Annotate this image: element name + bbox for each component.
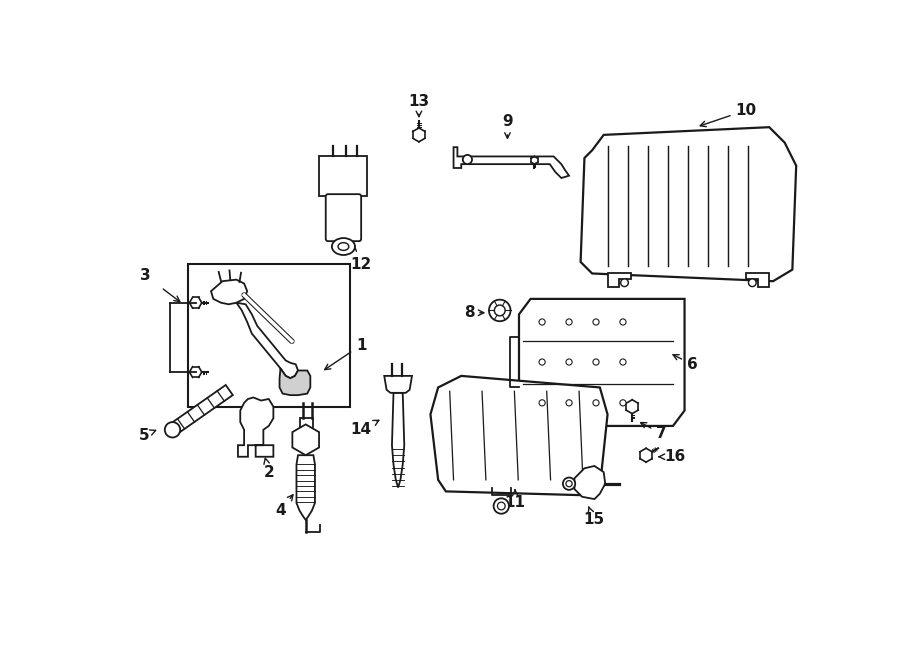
Bar — [319, 156, 366, 197]
Text: 1: 1 — [325, 338, 366, 369]
Ellipse shape — [332, 238, 355, 255]
Polygon shape — [211, 279, 248, 305]
Bar — [188, 264, 349, 406]
Text: 13: 13 — [409, 93, 429, 117]
Text: 5: 5 — [139, 428, 156, 443]
Circle shape — [749, 279, 756, 287]
Circle shape — [463, 155, 472, 164]
Text: 12: 12 — [346, 226, 372, 271]
Polygon shape — [292, 424, 319, 455]
Polygon shape — [169, 385, 233, 435]
Circle shape — [566, 400, 572, 406]
Polygon shape — [280, 368, 310, 395]
Text: 10: 10 — [700, 103, 757, 126]
Polygon shape — [746, 273, 769, 287]
Circle shape — [539, 319, 545, 325]
Polygon shape — [392, 393, 404, 487]
Circle shape — [539, 359, 545, 365]
Circle shape — [498, 502, 505, 510]
Text: 2: 2 — [264, 458, 274, 480]
Text: 8: 8 — [464, 305, 484, 320]
Polygon shape — [384, 376, 412, 393]
Circle shape — [494, 305, 505, 316]
Polygon shape — [608, 273, 631, 287]
Ellipse shape — [338, 243, 349, 250]
Polygon shape — [237, 303, 298, 378]
Circle shape — [566, 481, 572, 487]
Circle shape — [539, 400, 545, 406]
Polygon shape — [574, 466, 605, 499]
Circle shape — [620, 359, 626, 365]
Text: 4: 4 — [275, 495, 293, 518]
FancyBboxPatch shape — [326, 194, 361, 241]
Circle shape — [165, 422, 180, 438]
Text: 3: 3 — [140, 268, 151, 283]
Circle shape — [593, 359, 599, 365]
Circle shape — [566, 359, 572, 365]
Circle shape — [593, 400, 599, 406]
Circle shape — [566, 319, 572, 325]
Circle shape — [620, 319, 626, 325]
Text: 16: 16 — [659, 449, 686, 464]
Circle shape — [593, 319, 599, 325]
Polygon shape — [296, 455, 315, 520]
Text: 11: 11 — [505, 490, 526, 510]
Text: 7: 7 — [641, 422, 667, 441]
Bar — [300, 418, 313, 432]
Circle shape — [489, 300, 510, 321]
Circle shape — [493, 498, 509, 514]
Circle shape — [620, 400, 626, 406]
Polygon shape — [519, 299, 685, 426]
Circle shape — [562, 477, 575, 490]
Polygon shape — [238, 397, 274, 457]
Text: 14: 14 — [351, 420, 379, 438]
Text: 6: 6 — [673, 355, 698, 372]
Polygon shape — [430, 376, 608, 495]
Polygon shape — [580, 127, 796, 281]
Text: 15: 15 — [583, 507, 604, 528]
Circle shape — [621, 279, 628, 287]
Polygon shape — [454, 147, 569, 178]
Text: 9: 9 — [502, 115, 513, 138]
